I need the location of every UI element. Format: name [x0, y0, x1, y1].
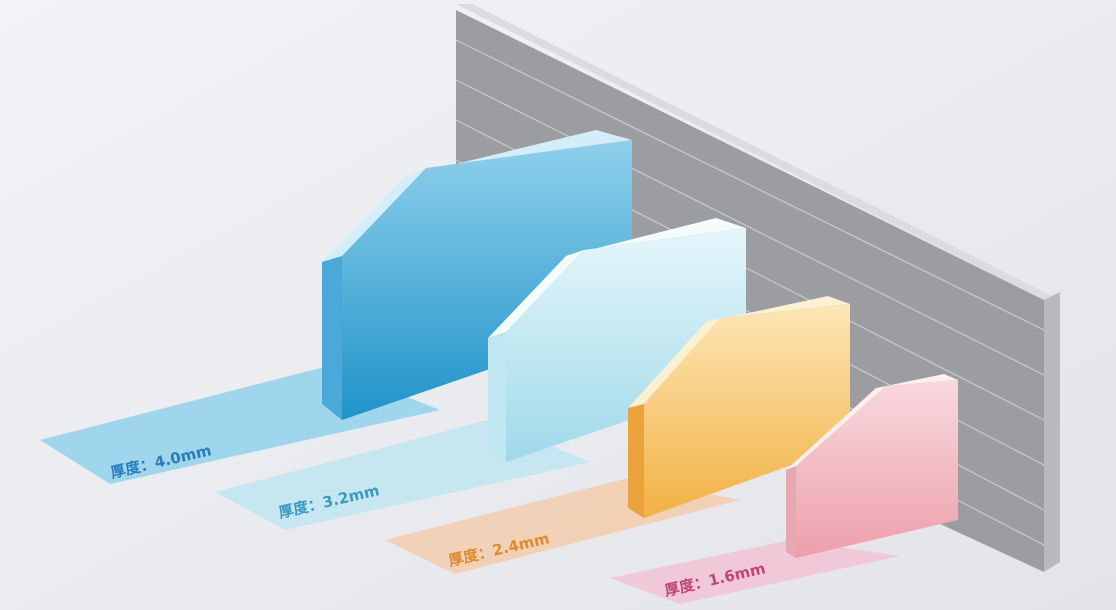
panel-top-face — [406, 130, 632, 176]
panel-top-face — [322, 168, 426, 262]
panel-side-face — [488, 332, 506, 462]
panel-top-face — [706, 296, 850, 322]
panel-top-face — [488, 250, 584, 338]
panel-side-face — [628, 404, 644, 518]
panel-4-0mm: 厚度：4.0mm — [40, 130, 632, 484]
panel-top-face — [876, 374, 958, 388]
panel-3-2mm: 厚度：3.2mm — [215, 218, 746, 530]
floor-strip — [610, 540, 900, 604]
wall-top-face — [456, 4, 1060, 300]
panel-front-face — [506, 228, 746, 462]
panel-top-face — [566, 218, 746, 256]
panel-side-face — [786, 466, 796, 558]
panel-front-face — [342, 140, 632, 420]
wall-side-face — [1044, 292, 1060, 572]
panel-top-face — [628, 318, 720, 408]
panel-front-face — [796, 380, 958, 558]
panel-1-6mm: 厚度：1.6mm — [610, 374, 958, 604]
panel-top-face — [786, 386, 886, 470]
panel-front-face — [644, 304, 850, 518]
panel-side-face — [322, 256, 342, 420]
